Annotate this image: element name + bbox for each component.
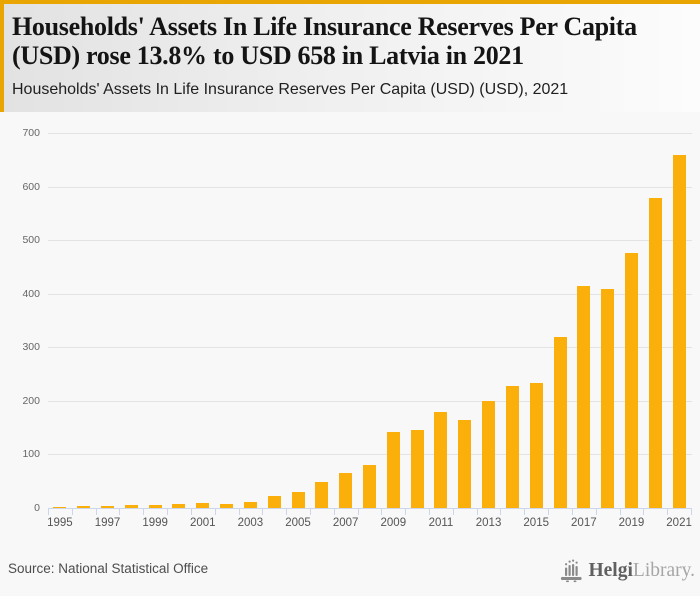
y-axis-label: 700 bbox=[22, 127, 40, 139]
axis-tick bbox=[381, 509, 383, 515]
bar bbox=[482, 401, 496, 508]
axis-tick bbox=[190, 509, 192, 515]
bar bbox=[172, 504, 186, 508]
source-label: Source: National Statistical Office bbox=[8, 561, 209, 576]
bar bbox=[148, 505, 162, 508]
brand-text: HelgiLibrary. bbox=[588, 556, 695, 586]
axis-tick bbox=[119, 509, 121, 515]
gridline bbox=[48, 347, 692, 349]
axis-tick bbox=[357, 509, 359, 515]
axis-tick bbox=[405, 509, 407, 515]
chart-header: Households' Assets In Life Insurance Res… bbox=[0, 4, 700, 112]
x-axis-label: 1997 bbox=[94, 517, 121, 529]
axis-tick bbox=[429, 509, 431, 515]
axis-tick bbox=[595, 509, 597, 515]
y-axis-label: 200 bbox=[22, 394, 40, 407]
top-accent-bar bbox=[0, 0, 700, 4]
x-axis-label: 2011 bbox=[428, 517, 454, 529]
axis-tick bbox=[95, 509, 97, 515]
axis-tick bbox=[667, 509, 669, 515]
axis-tick bbox=[691, 509, 692, 515]
axis-tick bbox=[500, 509, 502, 515]
bar bbox=[386, 432, 400, 508]
axis-tick bbox=[214, 509, 216, 515]
x-axis-line bbox=[48, 508, 692, 509]
helgi-library-logo: HelgiLibrary. bbox=[559, 556, 695, 586]
bar bbox=[624, 253, 638, 508]
axis-tick bbox=[286, 509, 288, 515]
bar bbox=[291, 492, 305, 508]
gridline bbox=[48, 293, 692, 295]
bar bbox=[243, 502, 257, 508]
x-axis-label: 2001 bbox=[189, 517, 216, 529]
bar bbox=[672, 155, 686, 508]
x-axis-label: 2005 bbox=[285, 517, 311, 529]
y-axis-label: 0 bbox=[34, 502, 40, 514]
x-axis-label: 2021 bbox=[666, 517, 692, 529]
gridline bbox=[48, 186, 692, 188]
axis-tick bbox=[643, 509, 645, 515]
axis-tick bbox=[309, 509, 311, 515]
bar bbox=[553, 337, 567, 508]
y-axis-label: 100 bbox=[22, 448, 40, 461]
bar bbox=[220, 504, 234, 508]
bar bbox=[648, 198, 662, 508]
bar bbox=[505, 386, 519, 508]
x-axis-label: 2007 bbox=[332, 517, 359, 529]
bar-chart-logo-icon bbox=[561, 559, 583, 583]
axis-tick bbox=[619, 509, 621, 515]
bar bbox=[339, 473, 353, 508]
axis-tick bbox=[476, 509, 478, 515]
x-axis-label: 1995 bbox=[47, 517, 73, 529]
y-axis-label: 600 bbox=[22, 180, 40, 193]
x-axis-label: 2009 bbox=[380, 517, 407, 529]
gridline bbox=[48, 240, 692, 242]
y-axis-label: 300 bbox=[22, 341, 40, 354]
y-axis-label: 400 bbox=[22, 287, 40, 300]
chart-subtitle: Households' Assets In Life Insurance Res… bbox=[12, 81, 569, 98]
x-axis-label: 2003 bbox=[237, 517, 264, 529]
axis-tick bbox=[571, 509, 573, 515]
bar bbox=[124, 505, 138, 508]
gridline bbox=[48, 400, 692, 402]
bar bbox=[77, 506, 91, 508]
axis-tick bbox=[238, 509, 240, 515]
left-accent-stripe bbox=[0, 4, 4, 112]
gridline bbox=[48, 133, 692, 134]
bar bbox=[196, 503, 210, 508]
brand-library: Library. bbox=[632, 560, 695, 581]
chart-title: Households' Assets In Life Insurance Res… bbox=[12, 12, 637, 70]
y-axis-label: 500 bbox=[22, 234, 40, 247]
gridline bbox=[48, 454, 692, 456]
x-axis-label: 1999 bbox=[142, 517, 168, 529]
bar bbox=[601, 289, 615, 508]
axis-tick bbox=[452, 509, 454, 515]
bar bbox=[363, 465, 376, 508]
bar bbox=[577, 286, 591, 508]
bar bbox=[267, 496, 281, 508]
brand-helgi: Helgi bbox=[588, 560, 633, 581]
axis-tick bbox=[548, 509, 550, 515]
axis-tick bbox=[143, 509, 145, 515]
axis-tick bbox=[167, 509, 169, 515]
axis-tick bbox=[262, 509, 264, 515]
bar bbox=[529, 383, 543, 508]
bar bbox=[315, 482, 329, 508]
bar bbox=[410, 430, 424, 508]
bar bbox=[101, 506, 115, 508]
axis-tick bbox=[333, 509, 335, 515]
axis-tick bbox=[48, 509, 49, 515]
axis-tick bbox=[524, 509, 526, 515]
bar bbox=[53, 507, 67, 508]
x-axis-label: 2015 bbox=[523, 517, 549, 529]
x-axis-label: 2019 bbox=[618, 517, 645, 529]
bar bbox=[434, 412, 448, 508]
x-axis-label: 2017 bbox=[571, 517, 597, 529]
bar bbox=[458, 420, 472, 508]
x-axis-label: 2013 bbox=[475, 517, 502, 529]
axis-tick bbox=[71, 509, 73, 515]
